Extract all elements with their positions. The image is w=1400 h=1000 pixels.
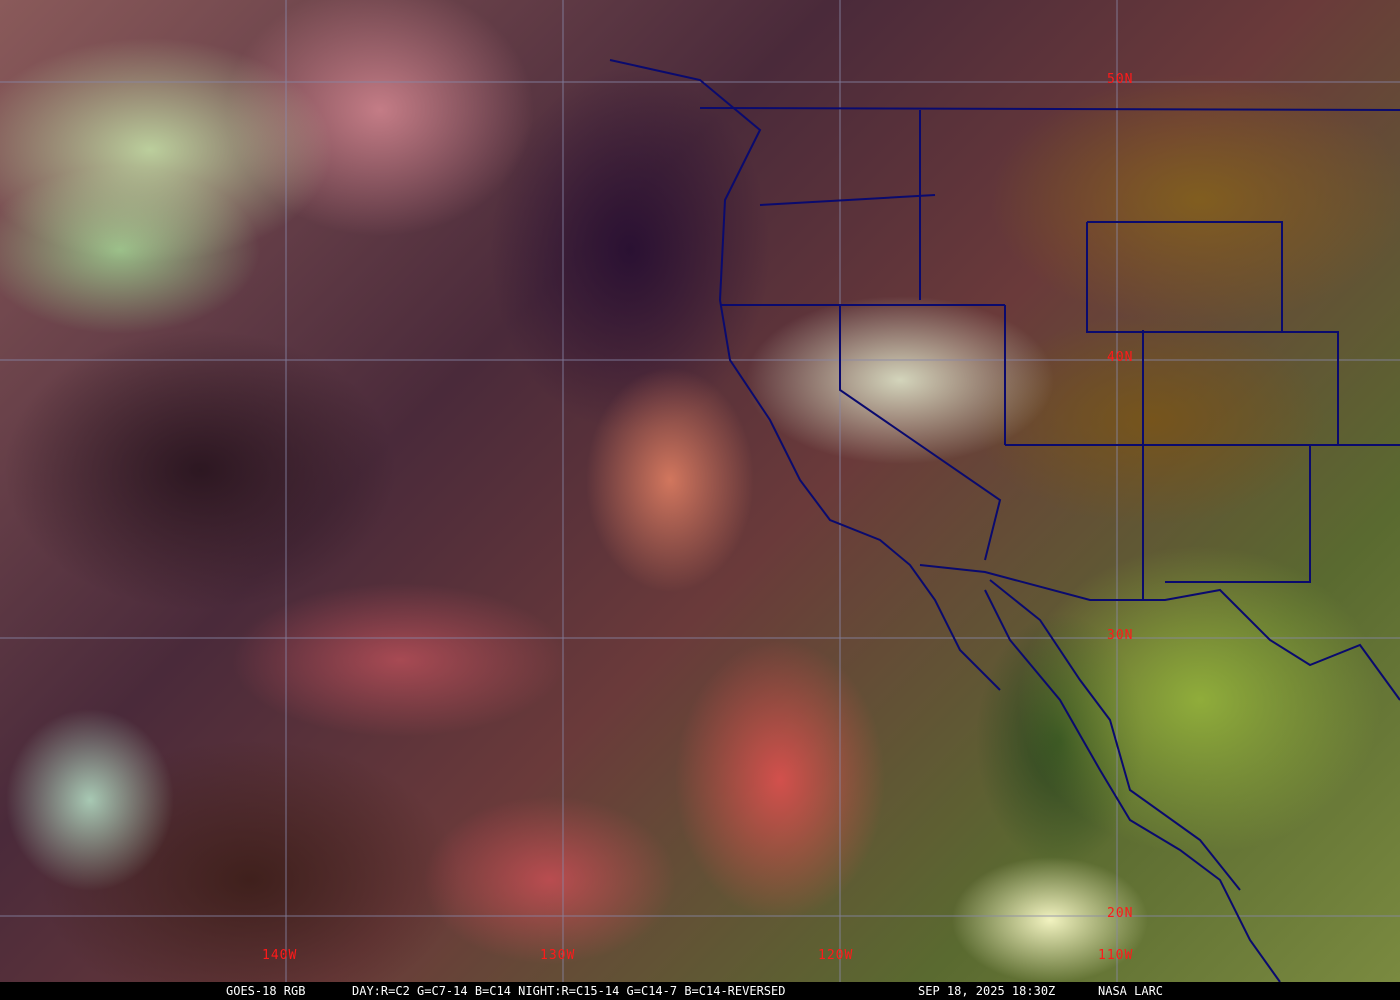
state-line-wyoming: [1086, 221, 1283, 333]
caption-bar: GOES-18 RGB DAY:R=C2 G=C7-14 B=C14 NIGHT…: [0, 982, 1400, 1000]
us-mexico-border: [919, 564, 1400, 701]
lat-label-40n: 40N: [1107, 350, 1134, 365]
caption-timestamp: SEP 18, 2025 18:30Z: [918, 984, 1056, 998]
state-line-wa-or: [759, 194, 936, 206]
lat-label-50n: 50N: [1107, 72, 1134, 87]
lat-label-30n: 30N: [1107, 628, 1134, 643]
state-line-colorado: [1143, 331, 1339, 445]
caption-product: GOES-18 RGB: [226, 984, 306, 998]
baja-coastline: [984, 589, 1281, 982]
state-line-nm-tx: [1165, 445, 1311, 583]
lon-label-120w: 120W: [818, 948, 854, 963]
caption-credit: NASA LARC: [1098, 984, 1164, 998]
lon-label-130w: 130W: [540, 948, 576, 963]
mexico-coastline: [989, 579, 1241, 891]
caption-recipe: DAY:R=C2 G=C7-14 B=C14 NIGHT:R=C15-14 G=…: [352, 984, 786, 998]
political-boundaries: [609, 59, 1400, 982]
lon-label-140w: 140W: [262, 948, 298, 963]
coastline-west: [609, 59, 1001, 691]
lat-label-20n: 20N: [1107, 906, 1134, 921]
lon-label-110w: 110W: [1098, 948, 1134, 963]
state-line-ca-nv: [839, 305, 1002, 561]
us-canada-border: [699, 107, 1400, 111]
